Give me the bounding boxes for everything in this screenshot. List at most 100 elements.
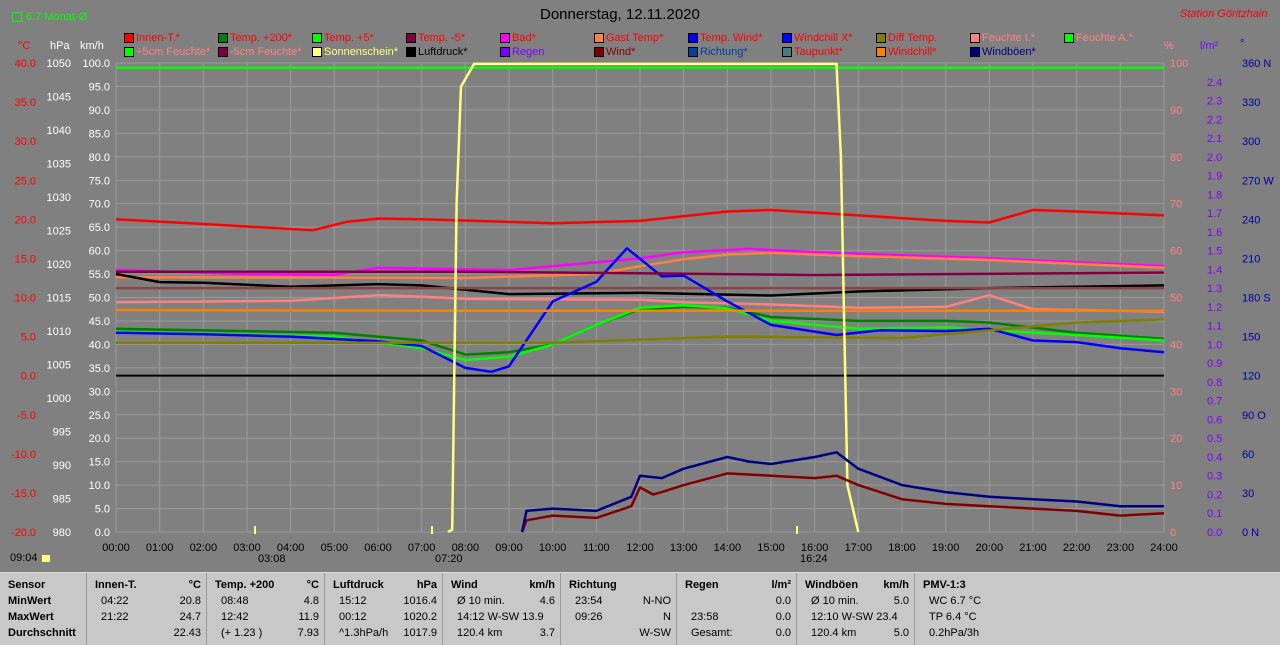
sun-mark-label: 07:20 — [435, 553, 463, 565]
axis-tick-rain_lm2: 0.3 — [1207, 471, 1222, 483]
stats-cell-label: 12:10 W-SW 23.4 — [811, 611, 898, 623]
stats-cell-value: N-NO — [642, 595, 671, 607]
stats-column-title: Innen-T. — [95, 579, 137, 591]
stats-row-label: Durchschnitt — [8, 627, 76, 639]
stats-cell-label: 120.4 km — [457, 627, 503, 639]
legend-swatch — [782, 47, 792, 57]
axis-tick-temp_c: 35.0 — [15, 97, 36, 109]
axis-tick-wind_kmh: 65.0 — [89, 222, 110, 234]
stats-cell-label: 120.4 km — [811, 627, 857, 639]
series-line — [116, 270, 1165, 277]
axis-tick-rain_lm2: 0.7 — [1207, 396, 1222, 408]
axis-tick-wind_kmh: 60.0 — [89, 246, 110, 258]
axis-tick-humidity_pct: 90 — [1170, 105, 1182, 117]
legend-swatch — [500, 33, 510, 43]
stats-column-title: Luftdruck — [333, 579, 384, 591]
stats-cell-value: 0.0 — [775, 627, 791, 639]
legend-label: Luftdruck* — [418, 46, 468, 58]
stats-cell-label: 08:48 — [221, 595, 249, 607]
x-tick-label: 08:00 — [452, 542, 480, 554]
axis-tick-rain_lm2: 1.1 — [1207, 321, 1222, 333]
stats-row-label: MinWert — [8, 595, 52, 607]
stats-cell-value: 4.6 — [539, 595, 555, 607]
axis-tick-rain_lm2: 1.2 — [1207, 302, 1222, 314]
x-tick-label: 20:00 — [976, 542, 1004, 554]
axis-tick-rain_lm2: 0.9 — [1207, 358, 1222, 370]
stats-column-unit: °C — [188, 579, 201, 591]
legend-swatch — [876, 33, 886, 43]
stats-cell-value: 24.7 — [179, 611, 201, 623]
x-tick-label: 15:00 — [757, 542, 785, 554]
axis-tick-wind_kmh: 40.0 — [89, 339, 110, 351]
axis-tick-rain_lm2: 1.9 — [1207, 171, 1222, 183]
stats-column: Regen l/m² 0.0 23:58 0.0 Gesamt: 0.0 — [676, 573, 797, 645]
stats-cell-label: 21:22 — [101, 611, 129, 623]
legend-swatch — [406, 33, 416, 43]
legend-item: Temp. Wind* — [688, 32, 762, 44]
chart-svg: 40.0 35.0 30.0 25.0 20.0 15.0 10.0 5.0 0.0 -5.0 -1… — [11, 58, 1274, 565]
stats-column-title: Windböen — [805, 579, 859, 591]
legend-swatch — [406, 47, 416, 57]
x-tick-label: 22:00 — [1063, 542, 1091, 554]
axis-tick-rain_lm2: 1.8 — [1207, 189, 1222, 201]
stats-cell-value: 20.8 — [179, 595, 201, 607]
unit-kmh: km/h — [80, 40, 104, 52]
axis-tick-wind_kmh: 50.0 — [89, 293, 110, 305]
legend-label: Temp. -5* — [418, 32, 466, 44]
axis-tick-wind_kmh: 20.0 — [89, 433, 110, 445]
unit-rain: l/m² — [1200, 40, 1219, 52]
axis-tick-temp_c: -10.0 — [11, 449, 36, 461]
series-line — [520, 472, 1165, 533]
stats-cell-label: Gesamt: — [691, 627, 733, 639]
legend-label: Diff Temp. — [888, 32, 938, 44]
month-average: 6.7 Monat-Ø — [12, 11, 87, 23]
x-tick-label: 17:00 — [845, 542, 873, 554]
stats-cell-value: 5.0 — [893, 627, 909, 639]
axis-tick-rain_lm2: 0.0 — [1207, 527, 1222, 539]
stats-cell-value: 1016.4 — [403, 595, 437, 607]
legend-swatch — [312, 33, 322, 43]
stats-cell-value: W-SW — [639, 627, 671, 639]
x-tick-label: 09:00 — [495, 542, 523, 554]
legend-swatch — [1064, 33, 1074, 43]
axis-tick-temp_c: 30.0 — [15, 136, 36, 148]
legend-swatch — [688, 33, 698, 43]
x-tick-label: 24:00 — [1150, 542, 1178, 554]
legend-item: Windchill X* — [782, 32, 853, 44]
legend-item: Taupunkt* — [782, 46, 843, 58]
unit-degree: ° — [1240, 38, 1245, 50]
legend-label: Innen-T.* — [136, 32, 181, 44]
axis-tick-humidity_pct: 40 — [1170, 339, 1182, 351]
legend-label: Temp. Wind* — [700, 32, 763, 44]
legend-label: Bad* — [512, 32, 536, 44]
legend-swatch — [500, 47, 510, 57]
station-name: Station Göritzhain — [1180, 8, 1268, 20]
sun-mark-label: 03:08 — [258, 553, 286, 565]
stats-cell-label: 15:12 — [339, 595, 367, 607]
axis-tick-wind_kmh: 25.0 — [89, 410, 110, 422]
axis-tick-humidity_pct: 70 — [1170, 199, 1182, 211]
legend-item: Temp. +200* — [218, 32, 292, 44]
unit-celsius: °C — [18, 40, 31, 52]
axis-tick-temp_c: 0.0 — [21, 371, 36, 383]
x-tick-label: 21:00 — [1019, 542, 1047, 554]
legend-swatch — [124, 47, 134, 57]
axis-tick-rain_lm2: 0.4 — [1207, 452, 1222, 464]
axis-tick-direction: 90 O — [1242, 410, 1266, 422]
legend-label: Windchill* — [888, 46, 937, 58]
x-tick-label: 05:00 — [321, 542, 349, 554]
axis-tick-wind_kmh: 10.0 — [89, 480, 110, 492]
stats-cell-label: Ø 10 min. — [457, 595, 505, 607]
series-line — [115, 293, 1165, 313]
legend-label: Taupunkt* — [794, 46, 843, 58]
axis-tick-direction: 150 — [1242, 332, 1260, 344]
series-line — [116, 318, 1165, 345]
corner-time: 09:04 — [10, 552, 38, 564]
axis-tick-wind_kmh: 70.0 — [89, 199, 110, 211]
axis-tick-pressure_hpa: 1000 — [47, 393, 71, 405]
axis-tick-wind_kmh: 85.0 — [89, 128, 110, 140]
axis-tick-temp_c: 20.0 — [15, 214, 36, 226]
x-tick-label: 14:00 — [714, 542, 742, 554]
axis-tick-temp_c: 5.0 — [21, 332, 36, 344]
axis-tick-pressure_hpa: 1040 — [47, 125, 71, 137]
